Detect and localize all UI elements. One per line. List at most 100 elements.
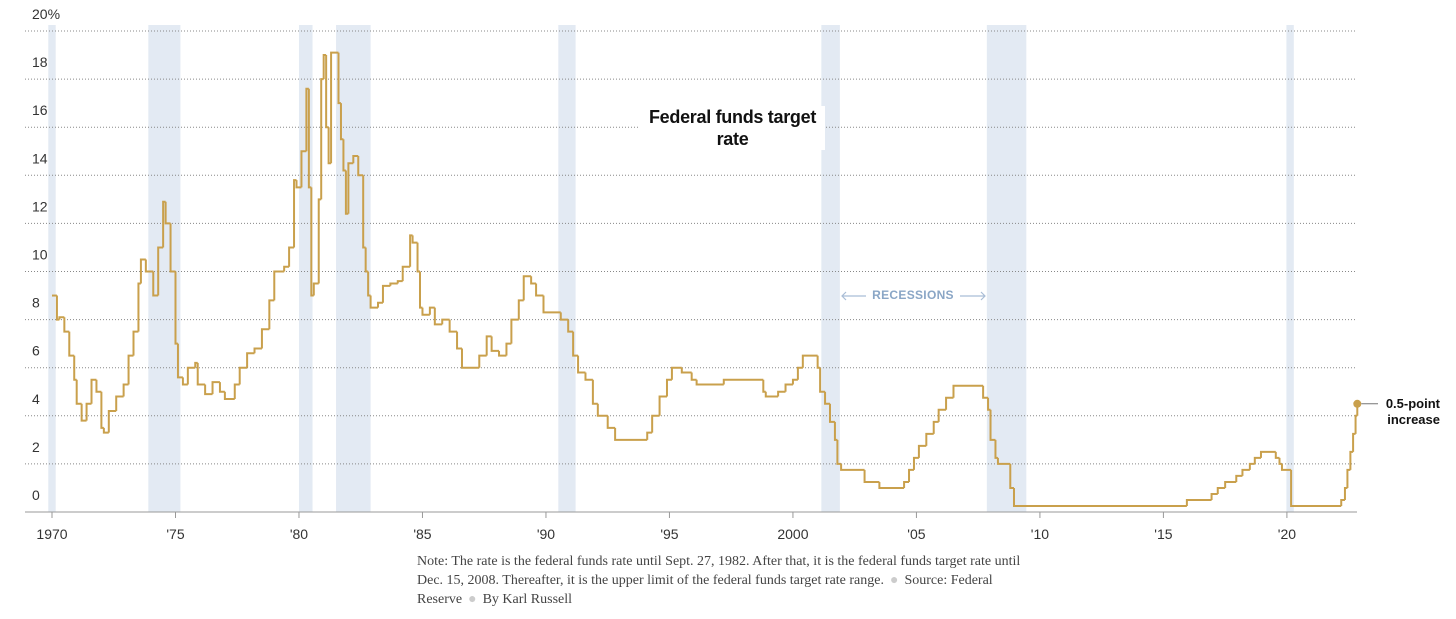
rate-step — [542, 295, 561, 314]
rate-step — [1241, 468, 1250, 476]
x-tick-label: '90 — [537, 526, 555, 542]
rate-step — [584, 372, 593, 381]
recession-band — [1286, 25, 1294, 512]
rate-step — [982, 385, 989, 399]
x-tick-label: '20 — [1278, 526, 1296, 542]
x-tick-label: '75 — [166, 526, 184, 542]
rate-step — [1278, 457, 1282, 465]
rate-step — [722, 378, 764, 385]
rate-step — [478, 354, 487, 368]
rate-step — [651, 414, 660, 433]
rate-step — [505, 342, 512, 356]
rate-step — [317, 198, 322, 284]
rate-step — [63, 317, 70, 333]
rate-step — [1346, 468, 1351, 488]
rate-step — [1248, 462, 1255, 470]
y-tick-label: 0 — [32, 487, 40, 503]
rate-step — [1274, 451, 1280, 459]
rate-step — [567, 319, 574, 333]
x-tick-label: 1970 — [36, 526, 67, 542]
rate-step — [325, 55, 329, 129]
recession-label: RECESSIONS — [872, 288, 954, 302]
rate-step — [1354, 414, 1358, 434]
rate-step — [300, 150, 307, 188]
rate-step — [288, 246, 295, 267]
rate-step — [1210, 492, 1218, 500]
rate-step — [80, 403, 87, 422]
rate-step — [441, 318, 450, 325]
rate-step — [293, 179, 297, 248]
rate-step — [377, 301, 383, 308]
rate-step — [690, 372, 697, 381]
rate-step — [535, 283, 544, 297]
rate-step — [945, 396, 954, 410]
rate-step — [665, 378, 672, 397]
rate-step — [1259, 450, 1276, 458]
rate-step — [253, 347, 262, 354]
rate-step — [421, 307, 430, 316]
rate-step — [460, 348, 480, 369]
rate-step — [169, 223, 176, 273]
rate-step — [490, 336, 500, 352]
rate-step — [260, 328, 270, 349]
note-text: Note: The rate is the federal funds rate… — [417, 554, 1021, 588]
x-tick-label: '95 — [660, 526, 678, 542]
end-annotation: 0.5-point increase — [1385, 396, 1440, 427]
x-tick-label: '85 — [413, 526, 431, 542]
rate-step — [401, 265, 411, 282]
rate-step — [1224, 480, 1237, 488]
rate-step — [176, 343, 183, 379]
rate-step — [784, 383, 793, 392]
arrow-right — [960, 291, 986, 301]
y-tick-label: 18 — [32, 54, 48, 70]
y-tick-label: 8 — [32, 295, 40, 311]
rate-step — [658, 395, 667, 416]
rate-step — [347, 162, 354, 214]
rate-step — [127, 354, 134, 385]
rate-step — [204, 384, 213, 396]
rate-step — [828, 403, 835, 423]
rate-step — [989, 409, 996, 441]
rate-step — [764, 391, 779, 398]
rate-step — [816, 355, 821, 369]
arrow-left — [841, 291, 866, 301]
note: Note: The rate is the federal funds rate… — [417, 552, 1037, 609]
recession-arrows — [841, 291, 986, 301]
rate-step — [530, 276, 537, 285]
rate-step — [102, 427, 109, 434]
rate-step — [1253, 456, 1261, 464]
rate-step — [139, 258, 146, 284]
rate-step — [55, 295, 60, 321]
rate-step — [416, 242, 421, 273]
rate-step — [932, 420, 939, 434]
rate-step — [181, 377, 188, 386]
rate-step — [58, 316, 65, 320]
x-tick-label: '80 — [290, 526, 308, 542]
source: Source: Federal Reserve — [417, 573, 993, 607]
rate-step — [917, 444, 927, 458]
rate-step — [1009, 463, 1014, 489]
rate-step — [1216, 486, 1226, 494]
rate-step — [273, 270, 285, 301]
recession-band — [48, 25, 56, 512]
x-tick-label: 2000 — [777, 526, 808, 542]
rate-step — [456, 331, 462, 350]
separator: ● — [889, 573, 899, 588]
rate-step — [428, 306, 435, 315]
rate-step — [283, 265, 290, 272]
y-tick-label: 12 — [32, 198, 48, 214]
rate-step — [396, 280, 403, 284]
rate-step — [1349, 450, 1354, 470]
rate-step — [196, 362, 206, 386]
rate-step — [614, 427, 648, 441]
rate-step — [144, 259, 154, 273]
rate-step — [1290, 469, 1342, 507]
rate-step — [218, 382, 225, 393]
rate-step — [95, 379, 102, 393]
rate-step — [137, 282, 141, 332]
rate-step — [238, 366, 248, 385]
rate-step — [152, 271, 159, 297]
rate-step — [510, 318, 519, 344]
rate-step — [85, 402, 92, 421]
